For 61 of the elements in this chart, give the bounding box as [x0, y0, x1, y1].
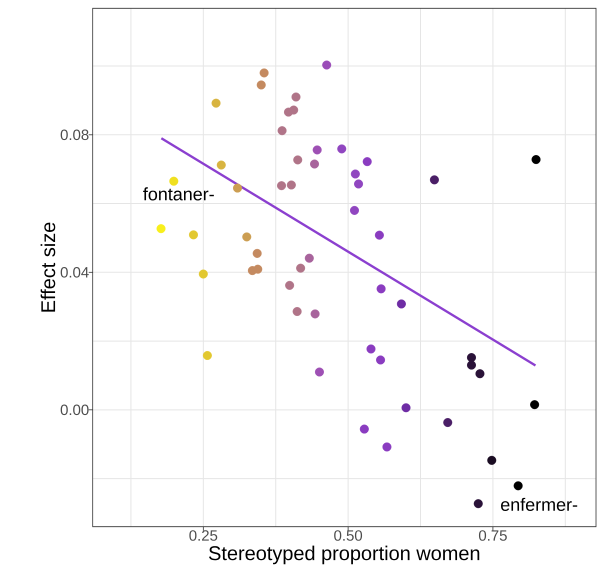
point: [291, 92, 300, 102]
x-tick-label: 0.50: [334, 530, 362, 541]
point: [256, 80, 266, 90]
point: [376, 355, 386, 364]
point: [242, 232, 252, 242]
point: [278, 126, 287, 136]
annotation: enfermer-: [501, 498, 578, 511]
x-tick-label: 0.75: [478, 530, 507, 541]
point: [284, 108, 293, 117]
point: [487, 456, 496, 465]
point: [310, 160, 320, 169]
point: [430, 175, 439, 184]
y-tick-label: 0.00: [60, 404, 89, 416]
point: [202, 351, 212, 360]
point: [530, 400, 540, 410]
point: [337, 144, 346, 154]
point: [362, 157, 372, 166]
y-tick-label: 0.04: [60, 267, 89, 278]
point: [474, 499, 483, 508]
point: [285, 280, 294, 290]
point: [296, 264, 306, 273]
point: [169, 176, 178, 186]
point: [382, 442, 392, 452]
point: [212, 98, 221, 108]
point: [366, 344, 376, 354]
point: [312, 145, 322, 154]
point: [322, 60, 332, 70]
point: [252, 248, 262, 258]
point: [188, 230, 198, 240]
point: [466, 353, 476, 362]
point: [253, 264, 262, 274]
point: [376, 284, 386, 294]
point: [286, 180, 296, 190]
point: [314, 368, 324, 377]
point: [374, 230, 384, 240]
point: [532, 155, 541, 164]
point: [443, 418, 452, 428]
point: [475, 369, 484, 378]
point: [402, 403, 411, 412]
point: [216, 160, 226, 170]
point: [198, 270, 208, 279]
point: [156, 224, 166, 234]
point: [514, 481, 523, 490]
x-axis-title: Stereotyped proportion women: [209, 546, 480, 564]
point: [354, 179, 364, 188]
point: [466, 360, 476, 370]
point: [260, 68, 269, 78]
y-axis-title: Effect size: [40, 222, 56, 312]
point: [304, 254, 314, 263]
point: [396, 299, 406, 308]
point: [277, 181, 286, 190]
point: [293, 155, 302, 164]
point: [232, 184, 242, 193]
annotation: fontaner-: [143, 187, 214, 200]
x-tick-label: 0.25: [189, 530, 218, 541]
point: [350, 206, 359, 215]
point: [292, 307, 302, 316]
point: [310, 309, 320, 318]
point: [350, 169, 360, 178]
y-tick-label: 0.08: [60, 130, 89, 140]
point: [360, 424, 369, 434]
